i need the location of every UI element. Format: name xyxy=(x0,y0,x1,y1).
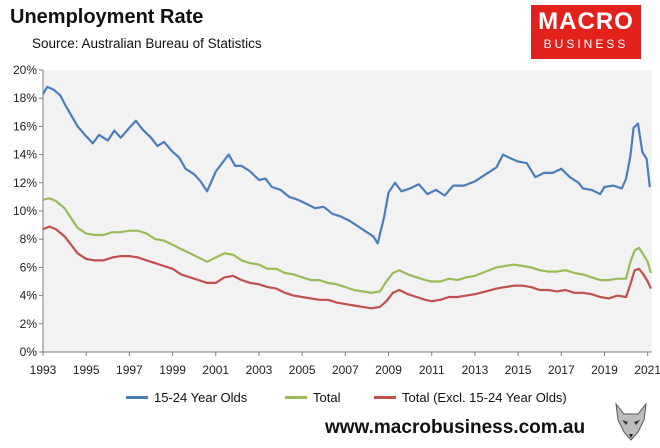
x-tick-label: 2015 xyxy=(505,363,532,377)
x-tick-label: 2019 xyxy=(591,363,618,377)
legend-item-15-24: 15-24 Year Olds xyxy=(126,390,247,405)
legend-item-total: Total xyxy=(285,390,340,405)
y-tick-label: 6% xyxy=(20,260,38,274)
legend-label-total: Total xyxy=(313,390,341,405)
y-tick-label: 20% xyxy=(13,63,37,77)
legend-swatch-15-24 xyxy=(126,396,148,399)
logo-line-2: BUSINESS xyxy=(543,37,629,51)
y-tick-label: 14% xyxy=(13,148,37,162)
y-tick-label: 8% xyxy=(20,232,38,246)
footer-url: www.macrobusiness.com.au xyxy=(325,417,586,438)
y-tick-label: 12% xyxy=(13,176,37,190)
macrobusiness-logo: MACRO BUSINESS xyxy=(531,5,641,59)
y-tick-label: 16% xyxy=(13,119,37,133)
legend-label-total-excl: Total (Excl. 15-24 Year Olds) xyxy=(402,390,567,405)
x-tick-label: 2007 xyxy=(332,363,359,377)
x-tick-label: 1997 xyxy=(116,363,143,377)
y-tick-label: 4% xyxy=(20,289,38,303)
x-tick-label: 1993 xyxy=(30,363,57,377)
x-tick-label: 2001 xyxy=(202,363,229,377)
y-tick-label: 18% xyxy=(13,91,37,105)
x-tick-label: 2011 xyxy=(419,363,445,377)
logo-line-1: MACRO xyxy=(538,8,634,35)
x-tick-label: 1999 xyxy=(159,363,186,377)
legend-swatch-total-excl xyxy=(374,396,396,399)
y-tick-label: 2% xyxy=(20,317,38,331)
x-tick-label: 2013 xyxy=(462,363,489,377)
legend-label-15-24: 15-24 Year Olds xyxy=(154,390,248,405)
legend-item-total-excl: Total (Excl. 15-24 Year Olds) xyxy=(374,390,567,405)
x-tick-label: 2017 xyxy=(548,363,575,377)
x-tick-label: 2005 xyxy=(289,363,316,377)
plot-area xyxy=(43,70,652,352)
x-tick-label: 2009 xyxy=(375,363,402,377)
series-line-2 xyxy=(42,225,652,310)
legend-swatch-total xyxy=(285,396,307,399)
chart-title: Unemployment Rate xyxy=(10,6,204,28)
y-tick-label: 0% xyxy=(20,345,38,359)
chart-subtitle: Source: Australian Bureau of Statistics xyxy=(32,36,262,51)
x-tick-label: 2021 xyxy=(634,363,660,377)
series-line-1 xyxy=(42,197,652,294)
fox-icon xyxy=(615,402,647,441)
y-tick-label: 10% xyxy=(13,204,37,218)
series-line-0 xyxy=(42,85,651,245)
x-tick-label: 2003 xyxy=(246,363,273,377)
x-tick-label: 1995 xyxy=(73,363,100,377)
